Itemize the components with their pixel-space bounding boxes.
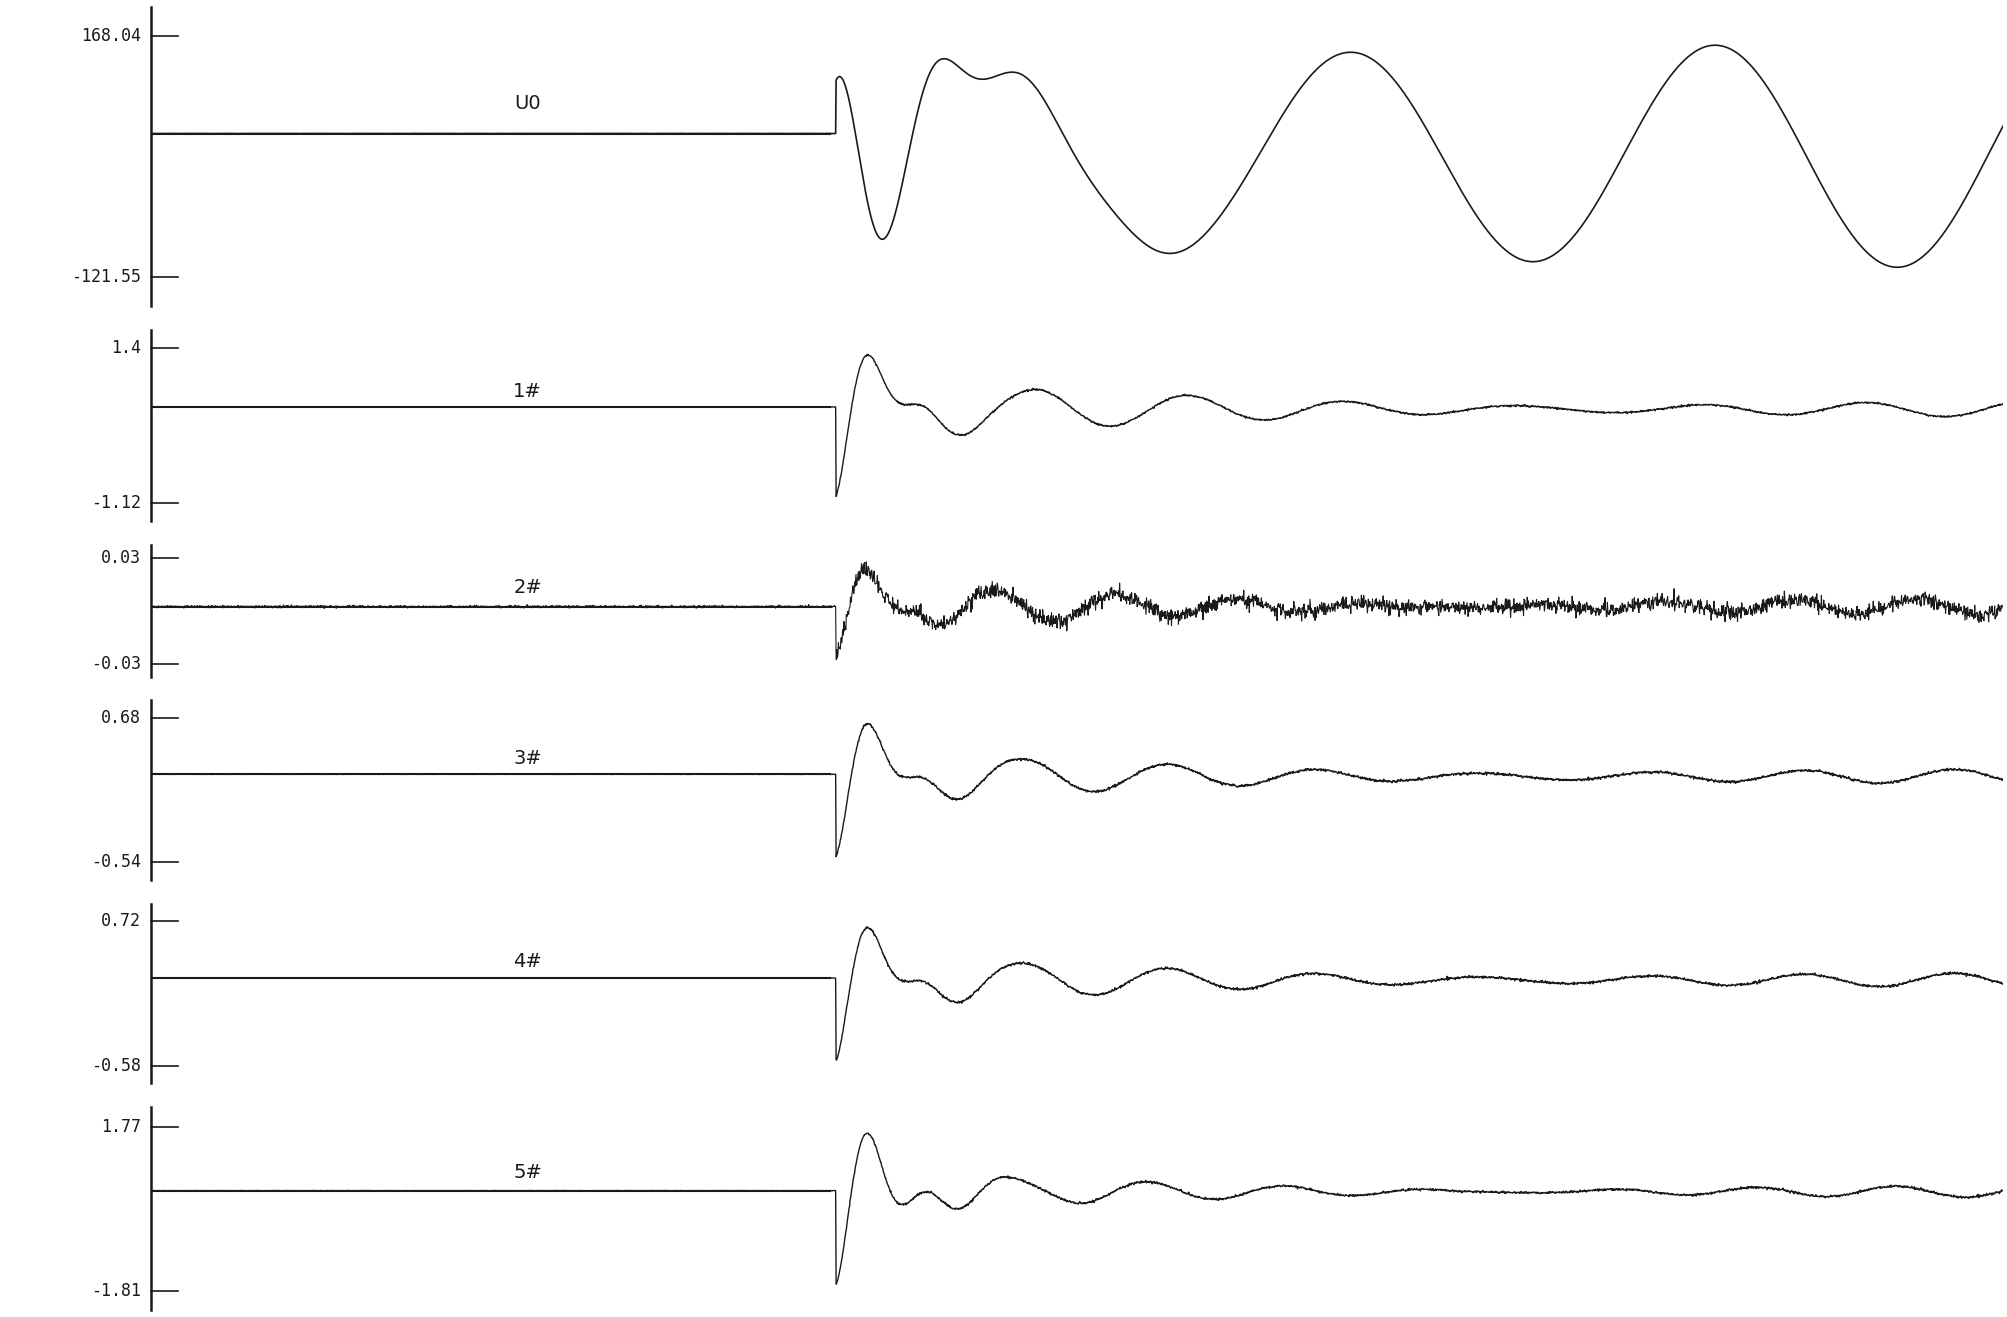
Text: -1.12: -1.12	[90, 494, 140, 511]
Text: 0.68: 0.68	[100, 709, 140, 727]
Text: 5#: 5#	[514, 1163, 542, 1183]
Text: 168.04: 168.04	[80, 26, 140, 45]
Text: 2#: 2#	[514, 578, 542, 597]
Text: 0.03: 0.03	[100, 549, 140, 566]
Text: -121.55: -121.55	[72, 267, 140, 286]
Text: 1.4: 1.4	[110, 340, 140, 357]
Text: -1.81: -1.81	[90, 1281, 140, 1300]
Text: 1.77: 1.77	[100, 1118, 140, 1135]
Text: 3#: 3#	[514, 749, 542, 768]
Text: U0: U0	[514, 94, 540, 113]
Text: -0.54: -0.54	[90, 853, 140, 872]
Text: 0.72: 0.72	[100, 911, 140, 930]
Text: -0.03: -0.03	[90, 655, 140, 673]
Text: 1#: 1#	[514, 382, 542, 400]
Text: -0.58: -0.58	[90, 1056, 140, 1075]
Text: 4#: 4#	[514, 952, 542, 971]
